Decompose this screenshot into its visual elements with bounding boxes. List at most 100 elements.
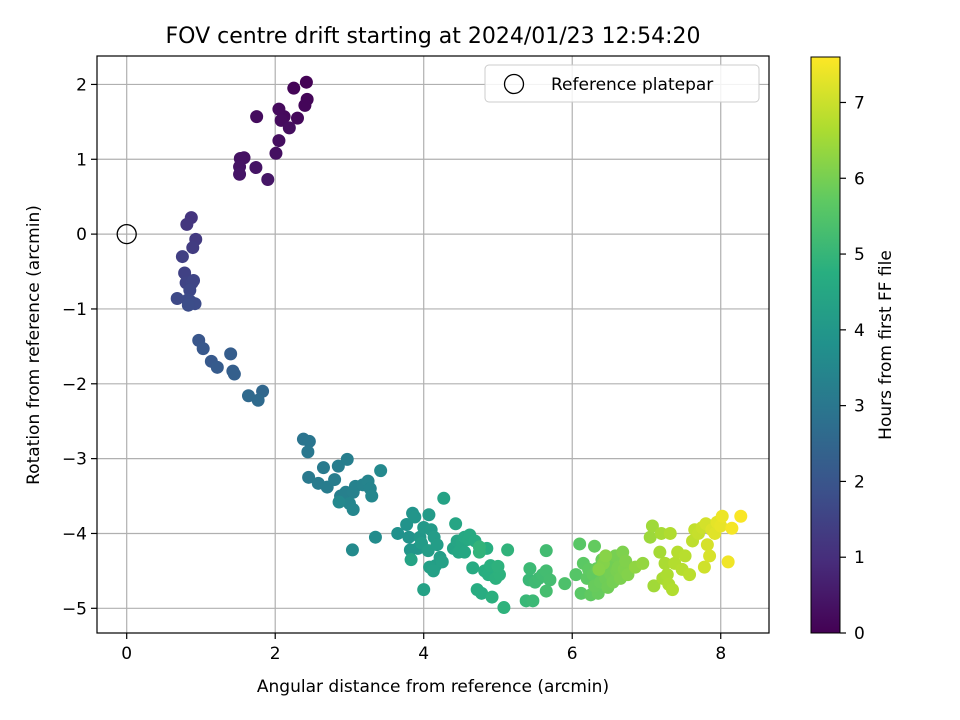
colorbar-tick-label: 6 [854, 169, 865, 189]
data-point [302, 434, 316, 448]
x-axis-ticks: 0 2 4 6 8 [121, 633, 726, 664]
data-point [599, 549, 613, 563]
y-tick-label: 0 [76, 225, 87, 245]
data-point [183, 283, 197, 297]
data-point [299, 75, 313, 89]
colorbar-ticks: 0 1 2 3 4 5 6 7 [840, 93, 865, 644]
data-point [345, 543, 359, 557]
data-point [700, 538, 714, 552]
y-tick-label: −3 [62, 450, 87, 470]
data-point [180, 217, 194, 231]
colorbar-tick-label: 0 [854, 624, 865, 644]
data-point [272, 134, 286, 148]
data-point [636, 556, 650, 570]
data-point [653, 545, 667, 559]
legend-box [484, 64, 760, 103]
data-point [458, 545, 472, 559]
data-point [408, 510, 422, 524]
data-point [466, 561, 480, 575]
grid [97, 56, 769, 633]
data-point [569, 568, 583, 582]
data-point [426, 564, 440, 578]
data-point [233, 167, 247, 181]
data-point [683, 568, 697, 582]
colorbar: 0 1 2 3 4 5 6 7 Hours from first FF file [810, 56, 896, 644]
data-point [249, 161, 263, 175]
data-point [302, 470, 316, 484]
data-point [523, 562, 537, 576]
x-tick-label: 4 [418, 644, 429, 664]
chart-title: FOV centre drift starting at 2024/01/23 … [166, 24, 701, 49]
scatter-points [170, 75, 748, 615]
data-point [210, 360, 224, 374]
data-point [196, 342, 210, 356]
data-point [734, 509, 748, 523]
colorbar-tick-label: 4 [854, 321, 865, 341]
data-point [346, 503, 360, 517]
data-point [715, 509, 729, 523]
y-tick-label: 1 [76, 150, 87, 170]
colorbar-tick-label: 1 [854, 548, 865, 568]
data-point [417, 583, 431, 597]
data-point [501, 543, 515, 557]
colorbar-gradient [810, 56, 841, 634]
data-point [340, 452, 354, 466]
data-point [224, 347, 238, 361]
data-point [430, 538, 444, 552]
data-point [269, 146, 283, 160]
data-point [298, 98, 312, 112]
data-point [645, 519, 659, 533]
data-point [660, 568, 674, 582]
data-point [170, 291, 184, 305]
data-point [654, 526, 668, 540]
data-point [227, 367, 241, 381]
reference-marker [116, 223, 137, 245]
data-point [449, 517, 463, 531]
colorbar-tick-label: 2 [854, 472, 865, 492]
colorbar-tick-label: 5 [854, 245, 865, 265]
legend-marker [503, 73, 525, 95]
data-point [181, 298, 195, 312]
data-point [491, 559, 505, 573]
data-point [472, 540, 486, 554]
data-point [539, 584, 553, 598]
data-point [497, 601, 511, 615]
colorbar-tick-label: 7 [854, 93, 865, 113]
data-point [282, 121, 296, 135]
data-point [665, 583, 679, 597]
data-point [368, 530, 382, 544]
data-point [404, 553, 418, 567]
data-point [588, 539, 602, 553]
data-point [647, 579, 661, 593]
plot-frame [96, 55, 770, 634]
data-point [402, 530, 416, 544]
y-tick-label: −2 [62, 375, 87, 395]
x-tick-label: 2 [270, 644, 281, 664]
data-point [526, 594, 540, 608]
data-point [316, 461, 330, 475]
y-tick-label: 2 [76, 75, 87, 95]
data-point [543, 573, 557, 587]
y-axis-label: Rotation from reference (arcmin) [24, 205, 44, 485]
data-point [422, 508, 436, 522]
data-point [374, 464, 388, 478]
data-point [250, 110, 264, 124]
data-point [261, 172, 275, 186]
data-point [658, 556, 672, 570]
data-point [721, 555, 735, 569]
data-point [663, 526, 677, 540]
data-point [475, 586, 489, 600]
data-point [539, 544, 553, 558]
data-point [703, 549, 717, 563]
data-point [287, 81, 301, 95]
y-tick-label: −5 [62, 599, 87, 619]
data-point [178, 266, 192, 280]
data-point [573, 537, 587, 551]
data-point [186, 241, 200, 255]
data-point [175, 250, 189, 264]
data-point [290, 111, 304, 125]
data-point [272, 102, 286, 116]
data-point [714, 519, 728, 533]
data-point [301, 445, 315, 459]
